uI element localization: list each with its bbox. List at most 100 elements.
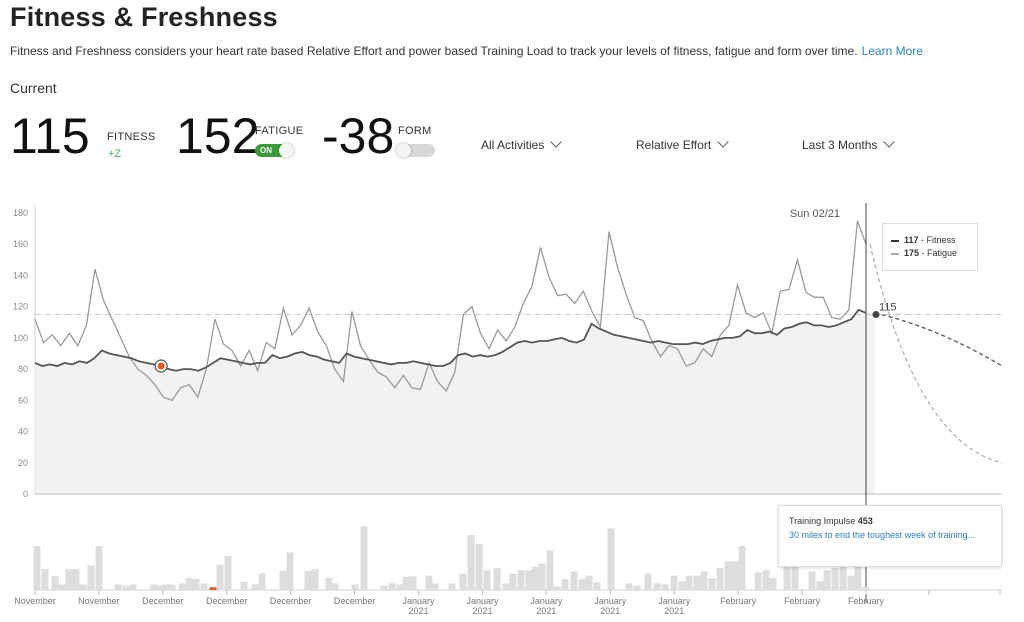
training-impulse-bar xyxy=(561,579,569,590)
training-impulse-bar xyxy=(644,573,652,590)
learn-more-link[interactable]: Learn More xyxy=(861,44,923,58)
legend-fatigue-value: 175 xyxy=(904,248,920,258)
training-impulse-bar xyxy=(483,570,491,590)
activities-dropdown[interactable]: All Activities xyxy=(481,136,563,152)
training-impulse-bar xyxy=(448,583,456,590)
y-tick-label: 60 xyxy=(18,395,28,405)
training-impulse-bar xyxy=(178,583,186,590)
training-impulse-bar xyxy=(700,571,708,590)
training-impulse-bar xyxy=(396,584,404,590)
training-impulse-bar xyxy=(625,583,633,590)
training-impulse-bar xyxy=(95,546,103,590)
metric-dropdown[interactable]: Relative Effort xyxy=(636,136,729,152)
training-impulse-bar xyxy=(192,579,200,590)
highlight-point-ring xyxy=(154,359,168,373)
toggle-knob xyxy=(279,143,294,158)
training-impulse-bar xyxy=(304,570,312,590)
training-impulse-bar xyxy=(258,573,266,590)
fitness-value: 115 xyxy=(10,108,90,164)
fatigue-toggle-label: ON xyxy=(260,146,272,155)
form-toggle[interactable] xyxy=(396,143,435,158)
training-impulse-bar xyxy=(162,584,170,590)
training-impulse-bar xyxy=(633,585,641,590)
training-impulse-bar xyxy=(670,575,678,590)
training-impulse-bar xyxy=(286,552,294,590)
training-impulse-bar xyxy=(251,584,259,590)
training-impulse-bar xyxy=(570,571,578,590)
x-tick-label: December xyxy=(270,596,312,606)
x-tick-label: January xyxy=(403,596,436,606)
chevron-down-icon xyxy=(883,136,896,148)
training-impulse-bar xyxy=(738,546,746,590)
training-impulse-bar xyxy=(185,577,193,590)
x-tick-year-label: 2021 xyxy=(664,606,684,616)
training-impulse-bar xyxy=(51,576,59,590)
fitness-series-line xyxy=(34,308,867,372)
legend-fitness-name: Fitness xyxy=(926,235,956,245)
training-impulse-bar xyxy=(685,575,693,590)
tooltip-bar-value: 453 xyxy=(857,516,873,526)
training-impulse-bar xyxy=(402,576,410,590)
legend-fatigue: 175 - Fatigue xyxy=(891,248,957,258)
training-impulse-bar xyxy=(502,583,510,590)
fitness-delta: +Z xyxy=(108,148,122,160)
training-impulse-bar xyxy=(114,584,122,590)
page-title: Fitness & Freshness xyxy=(10,2,278,32)
tooltip-activity-link[interactable]: 30 miles to end the toughest week of tra… xyxy=(789,530,976,540)
metric-dropdown-label: Relative Effort xyxy=(636,138,712,152)
chart-legend: 117 - Fitness 175 - Fatigue xyxy=(882,223,978,271)
y-tick-label: 0 xyxy=(23,489,28,499)
training-impulse-bar xyxy=(754,572,762,590)
training-impulse-bar xyxy=(331,583,339,590)
chevron-down-icon xyxy=(717,136,729,148)
training-impulse-bar xyxy=(769,577,777,590)
training-impulse-bar xyxy=(509,573,517,590)
training-impulse-bar xyxy=(546,550,554,590)
training-impulse-bar xyxy=(388,583,396,590)
training-impulse-bar xyxy=(538,563,546,590)
fatigue-toggle[interactable]: ON xyxy=(255,143,294,158)
training-impulse-bar xyxy=(578,579,586,590)
toggle-knob xyxy=(396,143,411,158)
y-tick-label: 120 xyxy=(13,302,28,312)
range-dropdown[interactable]: Last 3 Months xyxy=(802,136,896,152)
x-tick-label: February xyxy=(848,596,885,606)
training-impulse-bar xyxy=(351,584,359,590)
x-tick-label: January xyxy=(594,596,627,606)
x-tick-year-label: 2021 xyxy=(600,606,620,616)
current-fitness-dot xyxy=(872,310,880,318)
x-tick-year-label: 2021 xyxy=(409,606,429,616)
fitness-projection-line xyxy=(874,312,1003,367)
fatigue-value: 152 xyxy=(176,108,260,164)
form-label: FORM xyxy=(398,125,432,137)
fatigue-series-line xyxy=(34,220,867,402)
current-fitness-label: 115 xyxy=(879,301,897,313)
legend-fitness-value: 117 xyxy=(904,235,919,245)
legend-fitness: 117 - Fitness xyxy=(891,235,956,245)
training-impulse-bar xyxy=(731,561,739,590)
x-tick-label: November xyxy=(78,596,120,606)
training-impulse-bar xyxy=(831,568,839,590)
training-impulse-tooltip: Training Impulse 453 30 miles to end the… xyxy=(778,505,1002,567)
y-tick-label: 100 xyxy=(13,333,28,343)
x-tick-year-label: 2021 xyxy=(472,606,492,616)
training-impulse-bar xyxy=(607,528,615,590)
highlight-point xyxy=(157,362,165,370)
training-impulse-bar xyxy=(41,569,49,590)
training-impulse-bar xyxy=(311,569,319,590)
training-impulse-bar xyxy=(79,584,87,590)
training-impulse-bar xyxy=(325,577,333,590)
x-tick-label: November xyxy=(14,596,56,606)
training-impulse-bar xyxy=(72,569,80,590)
training-impulse-bar xyxy=(122,585,130,590)
training-impulse-bar xyxy=(517,570,525,590)
training-impulse-bar xyxy=(862,586,870,590)
fatigue-label: FATIGUE xyxy=(255,125,304,137)
training-impulse-bar xyxy=(431,583,439,590)
legend-fatigue-swatch xyxy=(891,252,899,255)
training-impulse-bar xyxy=(661,584,669,590)
training-impulse-bar xyxy=(693,575,701,590)
training-impulse-bar xyxy=(593,582,601,590)
training-impulse-bar xyxy=(585,575,593,590)
training-impulse-bar xyxy=(724,561,732,590)
